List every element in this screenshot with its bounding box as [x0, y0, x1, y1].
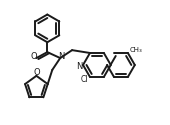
Text: N: N — [76, 62, 82, 72]
Text: N: N — [58, 52, 64, 61]
Text: Cl: Cl — [80, 75, 88, 84]
Text: CH₃: CH₃ — [129, 47, 142, 53]
Text: O: O — [30, 52, 37, 61]
Text: O: O — [33, 68, 40, 77]
